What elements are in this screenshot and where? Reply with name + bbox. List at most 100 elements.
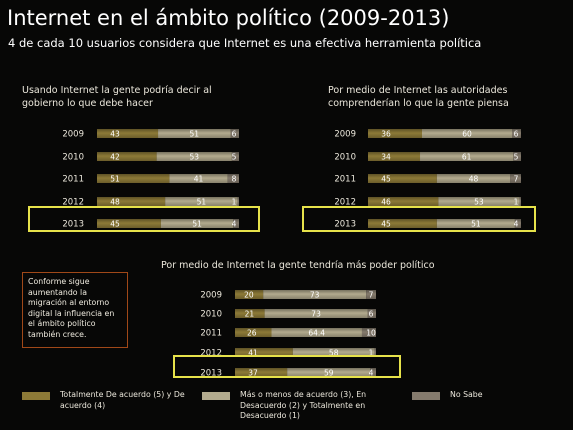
year-label: 2013 [200,369,222,379]
value-label: 1 [369,348,374,357]
value-label: 58 [329,348,339,357]
value-label: 6 [514,129,519,138]
value-label: 6 [232,129,237,138]
bar-segment [422,129,512,138]
bar-segment [160,219,234,228]
value-label: 1 [514,197,519,206]
legend-swatch-no-sabe [412,392,440,400]
legend-item-neutral-disagree: Más o menos de acuerdo (3), En Desacuerd… [202,390,392,422]
bar-segment [263,290,367,299]
legend-item-no-sabe: No Sabe [412,390,532,401]
year-label: 2011 [334,175,356,185]
year-label: 2012 [62,198,84,208]
value-label: 43 [110,129,120,138]
bar-segment [368,152,421,161]
bar-segment [436,174,511,183]
highlight-box-2013 [28,206,260,232]
chart-2-title: Por medio de Internet las autoridades co… [328,85,509,109]
bar-segment [361,328,376,337]
bar-segment [366,290,376,299]
value-label: 41 [248,348,258,357]
value-label: 53 [474,197,484,206]
chart-1-title: Usando Internet la gente podría decir al… [22,85,212,109]
legend-swatch-agree [22,392,50,400]
value-label: 45 [381,174,391,183]
chart-3-title: Por medio de Internet la gente tendría m… [161,260,435,271]
bar-segment [230,129,239,138]
value-label: 73 [311,309,321,318]
bar-segment [97,129,159,138]
year-label: 2009 [62,130,84,140]
year-label: 2013 [334,220,356,230]
year-label: 2012 [334,198,356,208]
bar-segment [368,219,437,228]
legend-label-agree: Totalmente De acuerdo (5) y De acuerdo (… [60,390,185,410]
bar-segment [519,197,521,206]
bar-segment [374,348,376,357]
value-label: 34 [381,152,391,161]
bar-segment [367,309,376,318]
value-label: 64.4 [308,328,325,337]
highlight-box-2013 [173,355,401,378]
bar-segment [231,152,239,161]
value-label: 4 [514,219,519,228]
bar-segment [97,219,161,228]
value-label: 48 [110,197,120,206]
year-label: 2011 [62,175,84,185]
value-label: 36 [381,129,391,138]
bar-segment [227,174,239,183]
legend-label-no-sabe: No Sabe [450,390,483,399]
year-label: 2009 [334,130,356,140]
bar-segment [156,152,232,161]
value-label: 45 [110,219,120,228]
bar-segment [233,219,239,228]
bar-segment [271,328,362,337]
bar-segment [287,368,371,377]
bar-segment [235,290,264,299]
value-label: 61 [462,152,472,161]
year-label: 2013 [62,220,84,230]
value-label: 48 [469,174,479,183]
value-label: 20 [244,290,254,299]
legend-swatch-neutral-disagree [202,392,230,400]
bar-segment [235,309,265,318]
value-label: 5 [232,152,237,161]
highlight-box-2013 [302,206,536,232]
value-label: 51 [110,174,120,183]
chart-1: 2009 43 51 6 2010 42 53 5 2011 51 41 8 2012 48 51 1 2013… [28,129,260,232]
value-label: 46 [381,197,391,206]
value-label: 4 [369,368,374,377]
value-label: 10 [366,328,376,337]
bar-segment [97,152,157,161]
value-label: 42 [110,152,120,161]
value-label: 5 [514,152,519,161]
value-label: 51 [189,129,199,138]
value-label: 37 [248,368,258,377]
value-label: 51 [471,219,481,228]
value-label: 53 [189,152,199,161]
note-box: Conforme sigue aumentando la migración a… [22,272,128,348]
bar-segment [370,368,376,377]
legend-label-neutral-disagree: Más o menos de acuerdo (3), En Desacuerd… [240,390,367,420]
page-subtitle: 4 de cada 10 usuarios considera que Inte… [8,36,482,50]
value-label: 59 [324,368,334,377]
bar-segment [158,129,231,138]
bar-segment [513,152,521,161]
bar-segment [97,174,170,183]
bar-segment [235,348,293,357]
value-label: 21 [245,309,255,318]
bar-segment [165,197,238,206]
value-label: 41 [194,174,204,183]
bar-segment [264,309,368,318]
value-label: 45 [381,219,391,228]
page-title: Internet en el ámbito político (2009-201… [7,6,450,30]
bar-segment [368,197,439,206]
value-label: 51 [197,197,207,206]
bar-segment [235,368,288,377]
bar-segment [436,219,515,228]
chart-2: 2009 36 60 6 2010 34 61 5 2011 45 48 7 2012 46 53 1 2013… [302,129,536,232]
year-label: 2010 [200,310,222,320]
year-label: 2010 [334,153,356,163]
